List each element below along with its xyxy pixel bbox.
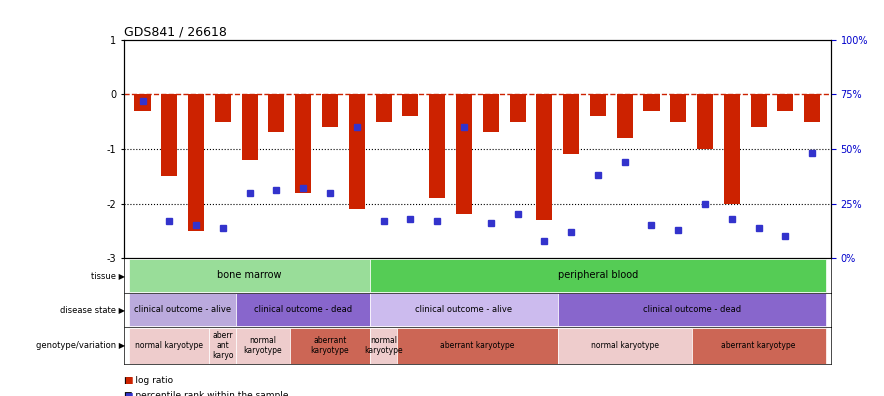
Bar xyxy=(210,327,236,364)
Bar xyxy=(777,94,794,110)
Bar xyxy=(804,94,820,122)
Text: ■: ■ xyxy=(124,376,133,385)
Bar xyxy=(617,94,633,138)
Bar xyxy=(349,94,365,209)
Bar xyxy=(509,94,526,122)
Text: tissue ▶: tissue ▶ xyxy=(91,271,126,280)
Bar xyxy=(558,293,826,326)
Bar xyxy=(269,94,285,133)
Text: aberr
ant
karyo: aberr ant karyo xyxy=(212,331,233,360)
Text: aberrant karyotype: aberrant karyotype xyxy=(440,341,514,350)
Bar xyxy=(670,94,686,122)
Bar xyxy=(370,327,397,364)
Text: normal
karyotype: normal karyotype xyxy=(364,336,403,355)
Bar xyxy=(456,94,472,215)
Bar xyxy=(751,94,766,127)
Text: ■ log ratio: ■ log ratio xyxy=(124,376,173,385)
Bar xyxy=(558,327,691,364)
Bar xyxy=(129,259,370,292)
Bar xyxy=(188,94,204,231)
Bar xyxy=(429,94,446,198)
Text: normal karyotype: normal karyotype xyxy=(591,341,659,350)
Bar xyxy=(691,327,826,364)
Text: peripheral blood: peripheral blood xyxy=(558,270,638,280)
Text: ■: ■ xyxy=(124,392,133,396)
Bar xyxy=(644,94,659,110)
Text: aberrant karyotype: aberrant karyotype xyxy=(721,341,796,350)
Bar xyxy=(697,94,713,149)
Bar xyxy=(134,94,150,110)
Bar xyxy=(290,327,370,364)
Text: aberrant
karyotype: aberrant karyotype xyxy=(310,336,349,355)
Text: clinical outcome - dead: clinical outcome - dead xyxy=(255,305,353,314)
Text: clinical outcome - dead: clinical outcome - dead xyxy=(643,305,741,314)
Bar xyxy=(397,327,558,364)
Text: ■ percentile rank within the sample: ■ percentile rank within the sample xyxy=(124,392,288,396)
Text: clinical outcome - alive: clinical outcome - alive xyxy=(415,305,513,314)
Bar xyxy=(236,293,370,326)
Bar xyxy=(483,94,499,133)
Bar xyxy=(376,94,392,122)
Bar xyxy=(241,94,258,160)
Bar xyxy=(370,259,826,292)
Bar xyxy=(590,94,606,116)
Text: clinical outcome - alive: clinical outcome - alive xyxy=(134,305,232,314)
Bar xyxy=(370,293,558,326)
Bar xyxy=(129,327,210,364)
Text: genotype/variation ▶: genotype/variation ▶ xyxy=(36,341,126,350)
Text: disease state ▶: disease state ▶ xyxy=(60,305,126,314)
Bar xyxy=(322,94,338,127)
Bar xyxy=(129,293,236,326)
Bar xyxy=(563,94,579,154)
Text: bone marrow: bone marrow xyxy=(217,270,282,280)
Bar xyxy=(295,94,311,192)
Bar xyxy=(724,94,740,204)
Bar xyxy=(402,94,418,116)
Bar xyxy=(537,94,552,220)
Text: GDS841 / 26618: GDS841 / 26618 xyxy=(124,25,226,38)
Bar xyxy=(236,327,290,364)
Bar xyxy=(161,94,178,176)
Text: normal
karyotype: normal karyotype xyxy=(244,336,282,355)
Text: normal karyotype: normal karyotype xyxy=(135,341,203,350)
Bar xyxy=(215,94,231,122)
